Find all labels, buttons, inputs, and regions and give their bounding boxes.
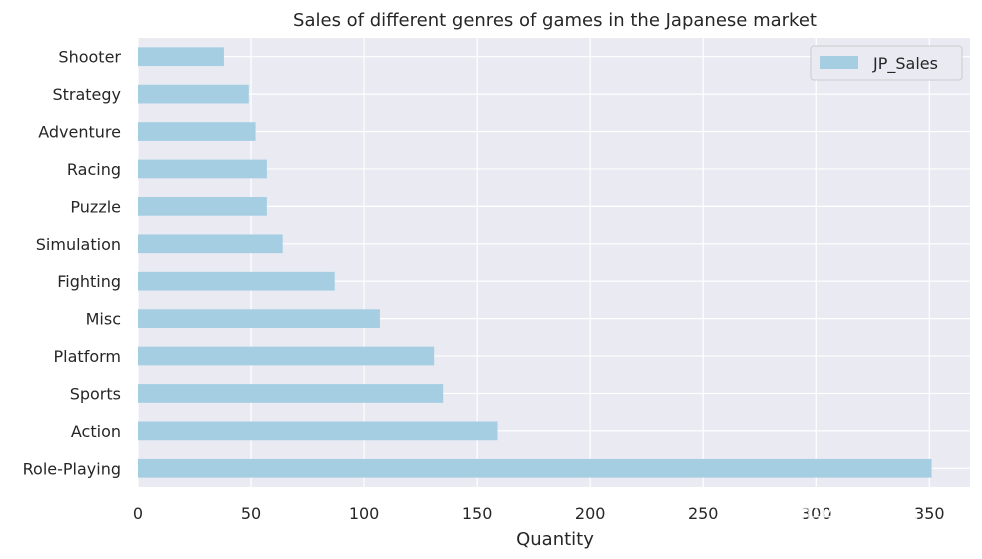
x-tick-label: 200 <box>575 504 606 523</box>
bar-action <box>138 421 498 441</box>
bar-sports <box>138 384 444 403</box>
y-tick-label: Shooter <box>58 48 121 67</box>
bar-strategy <box>138 84 249 104</box>
y-tick-label: Fighting <box>57 272 121 291</box>
x-tick-label: 0 <box>133 504 143 523</box>
y-tick-label: Misc <box>86 310 121 329</box>
bar-simulation <box>138 234 283 254</box>
y-tick-label: Racing <box>67 160 121 179</box>
y-tick-label: Strategy <box>52 85 121 104</box>
legend-box <box>810 45 963 81</box>
y-tick-labels: Shooter Strategy Adventure Racing Puzzle Simu… <box>23 48 122 479</box>
y-tick-label: Sports <box>70 384 121 403</box>
bar-platform <box>138 346 435 366</box>
watermark: 知乎 @Aenn <box>790 505 919 530</box>
x-tick-labels: 0 50 100 150 200 250 300 350 <box>133 504 945 523</box>
bar-puzzle <box>138 197 267 216</box>
bar-racing <box>138 159 267 179</box>
x-tick-label: 150 <box>462 504 493 523</box>
y-tick-label: Adventure <box>38 123 121 142</box>
y-tick-label: Simulation <box>36 235 121 254</box>
chart-title: Sales of different genres of games in th… <box>293 10 817 31</box>
y-tick-label: Action <box>71 422 121 441</box>
y-tick-label: Role-Playing <box>23 459 121 478</box>
x-tick-label: 250 <box>688 504 719 523</box>
legend-label-jp-sales: JP_Sales <box>872 54 938 74</box>
bar-shooter <box>138 47 224 67</box>
x-tick-label: 350 <box>914 504 945 523</box>
plot-area <box>138 38 970 487</box>
bar-fighting <box>138 271 335 291</box>
x-tick-label: 300 <box>801 504 832 523</box>
x-tick-label: 50 <box>241 504 261 523</box>
bar-role-playing <box>138 458 932 478</box>
x-tick-label: 100 <box>349 504 380 523</box>
bar-misc <box>138 309 380 328</box>
legend-swatch <box>820 56 858 69</box>
bar-adventure <box>138 122 256 141</box>
legend: JP_Sales <box>810 45 963 81</box>
bars <box>138 47 932 478</box>
y-tick-label: Platform <box>54 347 121 366</box>
x-axis-label: Quantity <box>516 529 594 550</box>
y-tick-label: Puzzle <box>70 197 121 216</box>
